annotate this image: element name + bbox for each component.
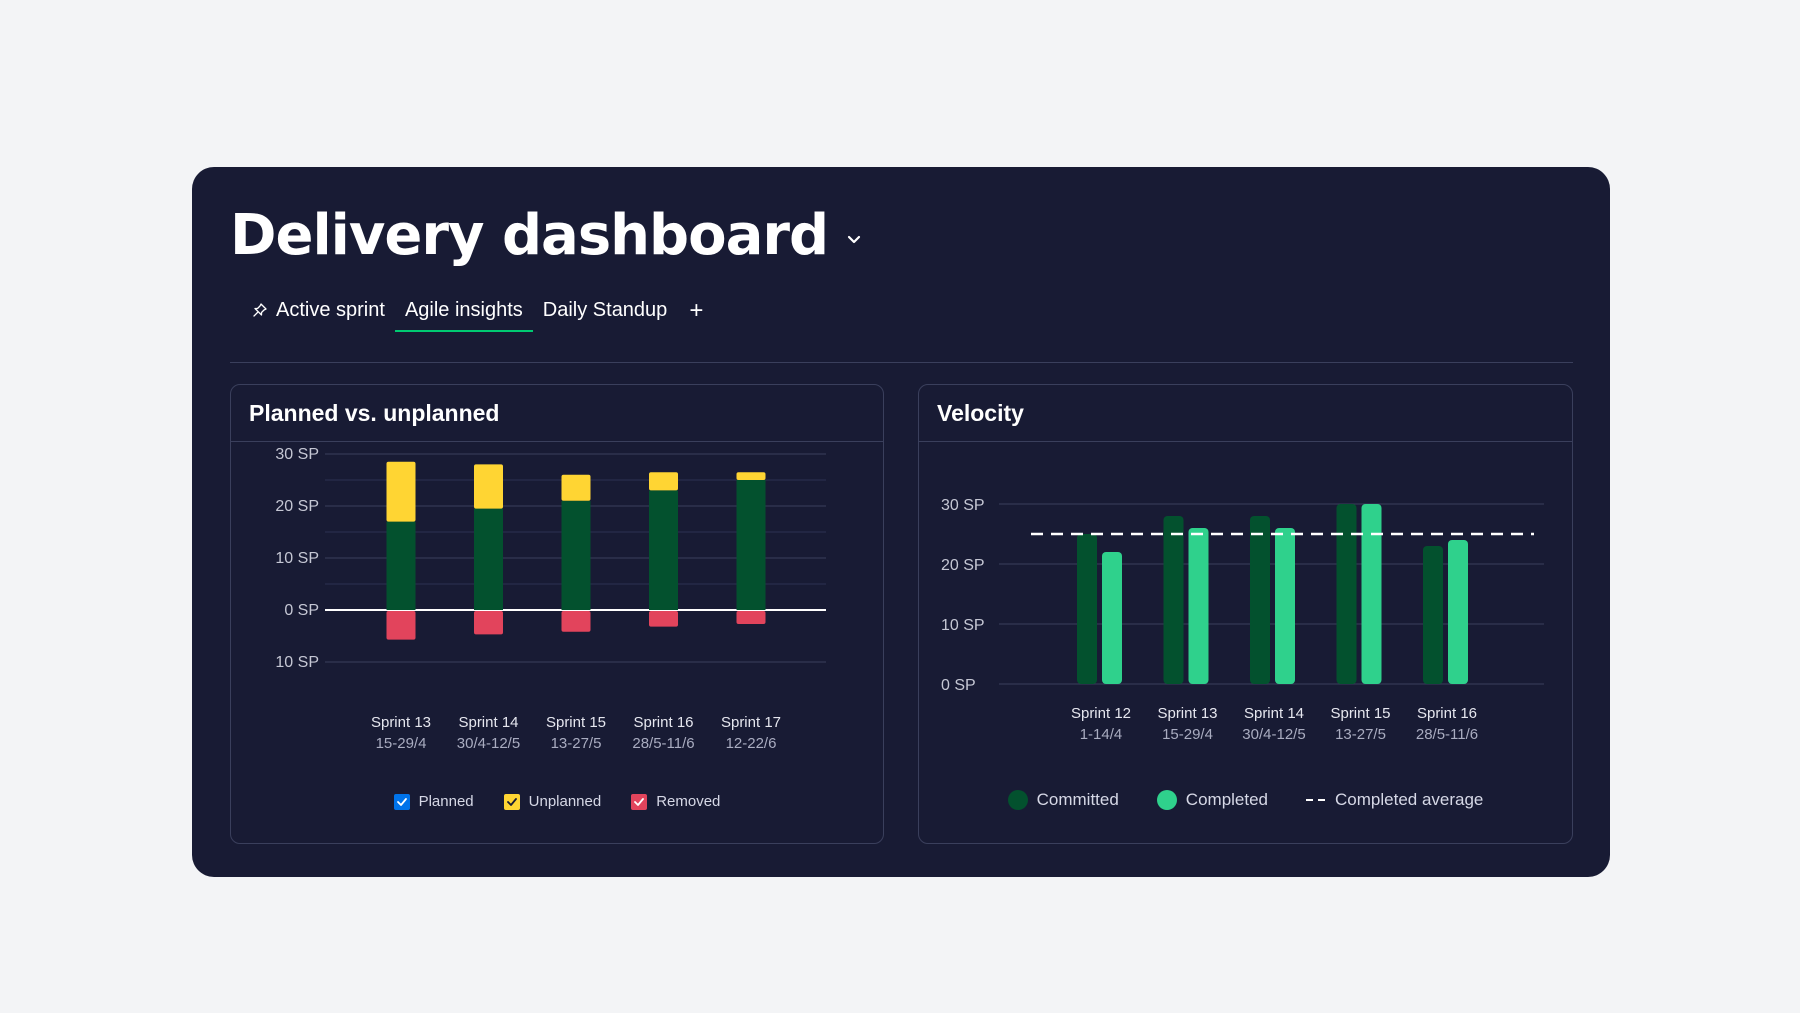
- x-tick-label: Sprint 16: [633, 714, 693, 731]
- bar-planned: [736, 480, 766, 610]
- legend-label: Completed average: [1335, 790, 1484, 809]
- dashboard-board: Delivery dashboard Active sprint Agile i…: [192, 167, 1610, 877]
- tab-bar: Active sprint Agile insights Daily Stand…: [242, 297, 715, 333]
- y-tick-label: 30 SP: [941, 497, 985, 514]
- bar-removed: [649, 611, 678, 627]
- legend-item-completed[interactable]: Completed: [1156, 790, 1269, 810]
- unplanned-checkbox[interactable]: [503, 793, 520, 810]
- y-tick-label: 0 SP: [284, 602, 319, 619]
- bar-removed: [474, 611, 503, 635]
- bar-unplanned: [649, 472, 678, 491]
- x-tick-date: 15-29/4: [1162, 726, 1213, 743]
- legend-label: Planned: [418, 793, 474, 810]
- bar-committed: [1250, 516, 1270, 684]
- y-tick-label: 10 SP: [941, 617, 985, 634]
- velocity-chart: 30 SP 20 SP 10 SP 0 SP Sprint 12 1-14/4 Sprint…: [941, 497, 1544, 743]
- tab-label: Daily Standup: [542, 298, 668, 321]
- x-tick-date: 30/4-12/5: [457, 735, 520, 752]
- legend-item-planned[interactable]: Planned: [393, 793, 474, 810]
- y-tick-label: 20 SP: [275, 498, 319, 515]
- x-tick-date: 15-29/4: [376, 735, 427, 752]
- x-tick-date: 28/5-11/6: [632, 735, 694, 752]
- chart-legend: Planned Unplanned Removed: [231, 793, 883, 810]
- legend-label: Removed: [656, 793, 721, 810]
- card-header: Planned vs. unplanned: [231, 385, 883, 442]
- x-tick-label: Sprint 17: [721, 714, 781, 731]
- removed-checkbox[interactable]: [631, 793, 648, 810]
- page-title[interactable]: Delivery dashboard: [230, 203, 829, 268]
- velocity-card: Velocity 30 SP 20 SP 10 SP 0 SP Sprint 12 1-1…: [918, 384, 1573, 844]
- planned-vs-unplanned-card: Planned vs. unplanned 30 SP 20 SP 10 SP 0 S…: [230, 384, 884, 844]
- x-tick-date: 30/4-12/5: [1242, 726, 1305, 743]
- legend-label: Completed: [1185, 790, 1269, 809]
- bar-planned: [474, 508, 503, 610]
- y-tick-label: 10 SP: [275, 550, 319, 567]
- bar-completed: [1361, 504, 1382, 684]
- bar-removed: [736, 611, 766, 624]
- card-title: Velocity: [937, 399, 1024, 426]
- legend-item-committed[interactable]: Committed: [1007, 790, 1119, 810]
- planned-checkbox[interactable]: [393, 793, 410, 810]
- legend-label: Unplanned: [528, 793, 602, 810]
- legend-label: Committed: [1036, 790, 1119, 809]
- chart-legend: Committed Completed Completed average: [919, 790, 1572, 810]
- dashed-line-icon: [1306, 799, 1327, 801]
- tab-label: Active sprint: [276, 298, 385, 321]
- bar-planned: [649, 490, 678, 610]
- bar-completed: [1102, 552, 1122, 684]
- bar-removed: [386, 611, 416, 640]
- card-header: Velocity: [919, 385, 1572, 442]
- x-tick-label: Sprint 15: [1330, 705, 1390, 722]
- bar-unplanned: [561, 474, 591, 501]
- x-tick-label: Sprint 13: [371, 714, 431, 731]
- bar-committed: [1077, 534, 1097, 684]
- y-tick-label: 10 SP: [275, 654, 319, 671]
- legend-item-removed[interactable]: Removed: [631, 793, 720, 810]
- tab-label: Agile insights: [404, 298, 523, 321]
- chevron-down-icon[interactable]: [844, 230, 864, 250]
- completed-dot-icon: [1156, 790, 1177, 810]
- bar-planned: [386, 521, 416, 610]
- y-tick-label: 30 SP: [275, 446, 319, 463]
- bar-planned: [561, 500, 591, 610]
- bar-completed: [1188, 528, 1209, 684]
- x-tick-date: 12-22/6: [726, 735, 777, 752]
- x-tick-label: Sprint 15: [546, 714, 606, 731]
- x-tick-date: 13-27/5: [1335, 726, 1386, 743]
- x-tick-label: Sprint 14: [458, 714, 518, 731]
- add-tab-button[interactable]: +: [689, 297, 704, 324]
- x-tick-date: 1-14/4: [1080, 726, 1123, 743]
- x-tick-label: Sprint 14: [1244, 705, 1304, 722]
- x-tick-label: Sprint 13: [1157, 705, 1217, 722]
- tab-agile-insights[interactable]: Agile insights: [394, 298, 533, 332]
- x-tick-date: 28/5-11/6: [1416, 726, 1478, 743]
- planned-vs-unplanned-chart: 30 SP 20 SP 10 SP 0 SP 10 SP Sprint 13 15-29/4…: [275, 446, 826, 752]
- header-divider: [230, 362, 1573, 363]
- bar-unplanned: [736, 472, 766, 480]
- x-tick-label: Sprint 12: [1071, 705, 1131, 722]
- tab-active-sprint[interactable]: Active sprint: [242, 299, 395, 332]
- pin-icon: [253, 303, 267, 317]
- bar-unplanned: [386, 461, 416, 522]
- tab-daily-standup[interactable]: Daily Standup: [533, 299, 678, 332]
- bar-unplanned: [474, 464, 503, 509]
- x-tick-date: 13-27/5: [551, 735, 602, 752]
- committed-dot-icon: [1007, 790, 1028, 810]
- legend-item-unplanned[interactable]: Unplanned: [503, 793, 602, 810]
- y-tick-label: 20 SP: [941, 557, 985, 574]
- y-tick-label: 0 SP: [941, 677, 976, 694]
- bar-completed: [1275, 528, 1295, 684]
- title-row[interactable]: Delivery dashboard: [230, 203, 864, 268]
- bar-removed: [561, 611, 591, 632]
- x-tick-label: Sprint 16: [1417, 705, 1477, 722]
- bar-committed: [1423, 546, 1443, 684]
- bar-committed: [1163, 516, 1184, 684]
- bar-completed: [1448, 540, 1468, 684]
- legend-item-completed-average[interactable]: Completed average: [1306, 790, 1483, 810]
- card-title: Planned vs. unplanned: [249, 399, 500, 426]
- bar-committed: [1336, 504, 1357, 684]
